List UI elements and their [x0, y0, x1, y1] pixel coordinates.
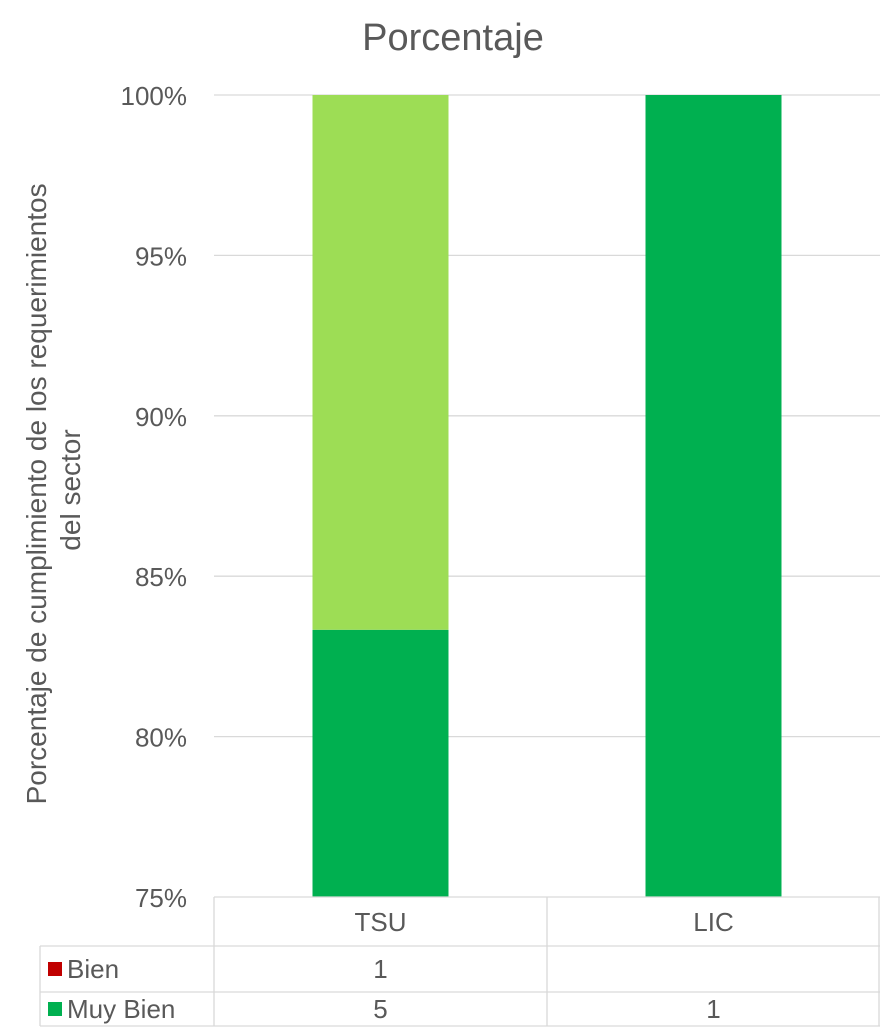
y-tick-label: 100%	[121, 81, 188, 111]
y-tick-labels: 75% 80% 85% 90% 95% 100%	[121, 81, 188, 913]
bar-segment	[645, 95, 782, 897]
y-tick-label: 90%	[135, 402, 187, 432]
bars	[312, 95, 782, 897]
y-axis-label-line-1: Porcentaje de cumplimiento de los requer…	[21, 183, 52, 804]
table-value: 5	[373, 994, 387, 1024]
y-tick-label: 95%	[135, 241, 187, 271]
y-tick-label: 85%	[135, 562, 187, 592]
y-tick-label: 80%	[135, 723, 187, 753]
table-value: 1	[706, 994, 720, 1024]
x-tick-label: LIC	[693, 907, 733, 937]
y-axis-label: Porcentaje de cumplimiento de los requer…	[21, 176, 86, 805]
legend-label: Bien	[67, 954, 119, 984]
bar-segment	[312, 95, 449, 630]
y-tick-label: 75%	[135, 883, 187, 913]
x-tick-label: TSU	[355, 907, 407, 937]
bar-segment	[312, 629, 449, 897]
legend-key	[48, 1002, 62, 1016]
legend-label: Muy Bien	[67, 994, 175, 1024]
table-value: 1	[373, 954, 387, 984]
data-table: TSU LIC Bien 1 Muy Bien 5 1	[39, 896, 880, 1027]
y-axis-label-line-2: del sector	[55, 429, 86, 550]
legend-key	[48, 962, 62, 976]
chart-title: Porcentaje	[362, 17, 544, 59]
